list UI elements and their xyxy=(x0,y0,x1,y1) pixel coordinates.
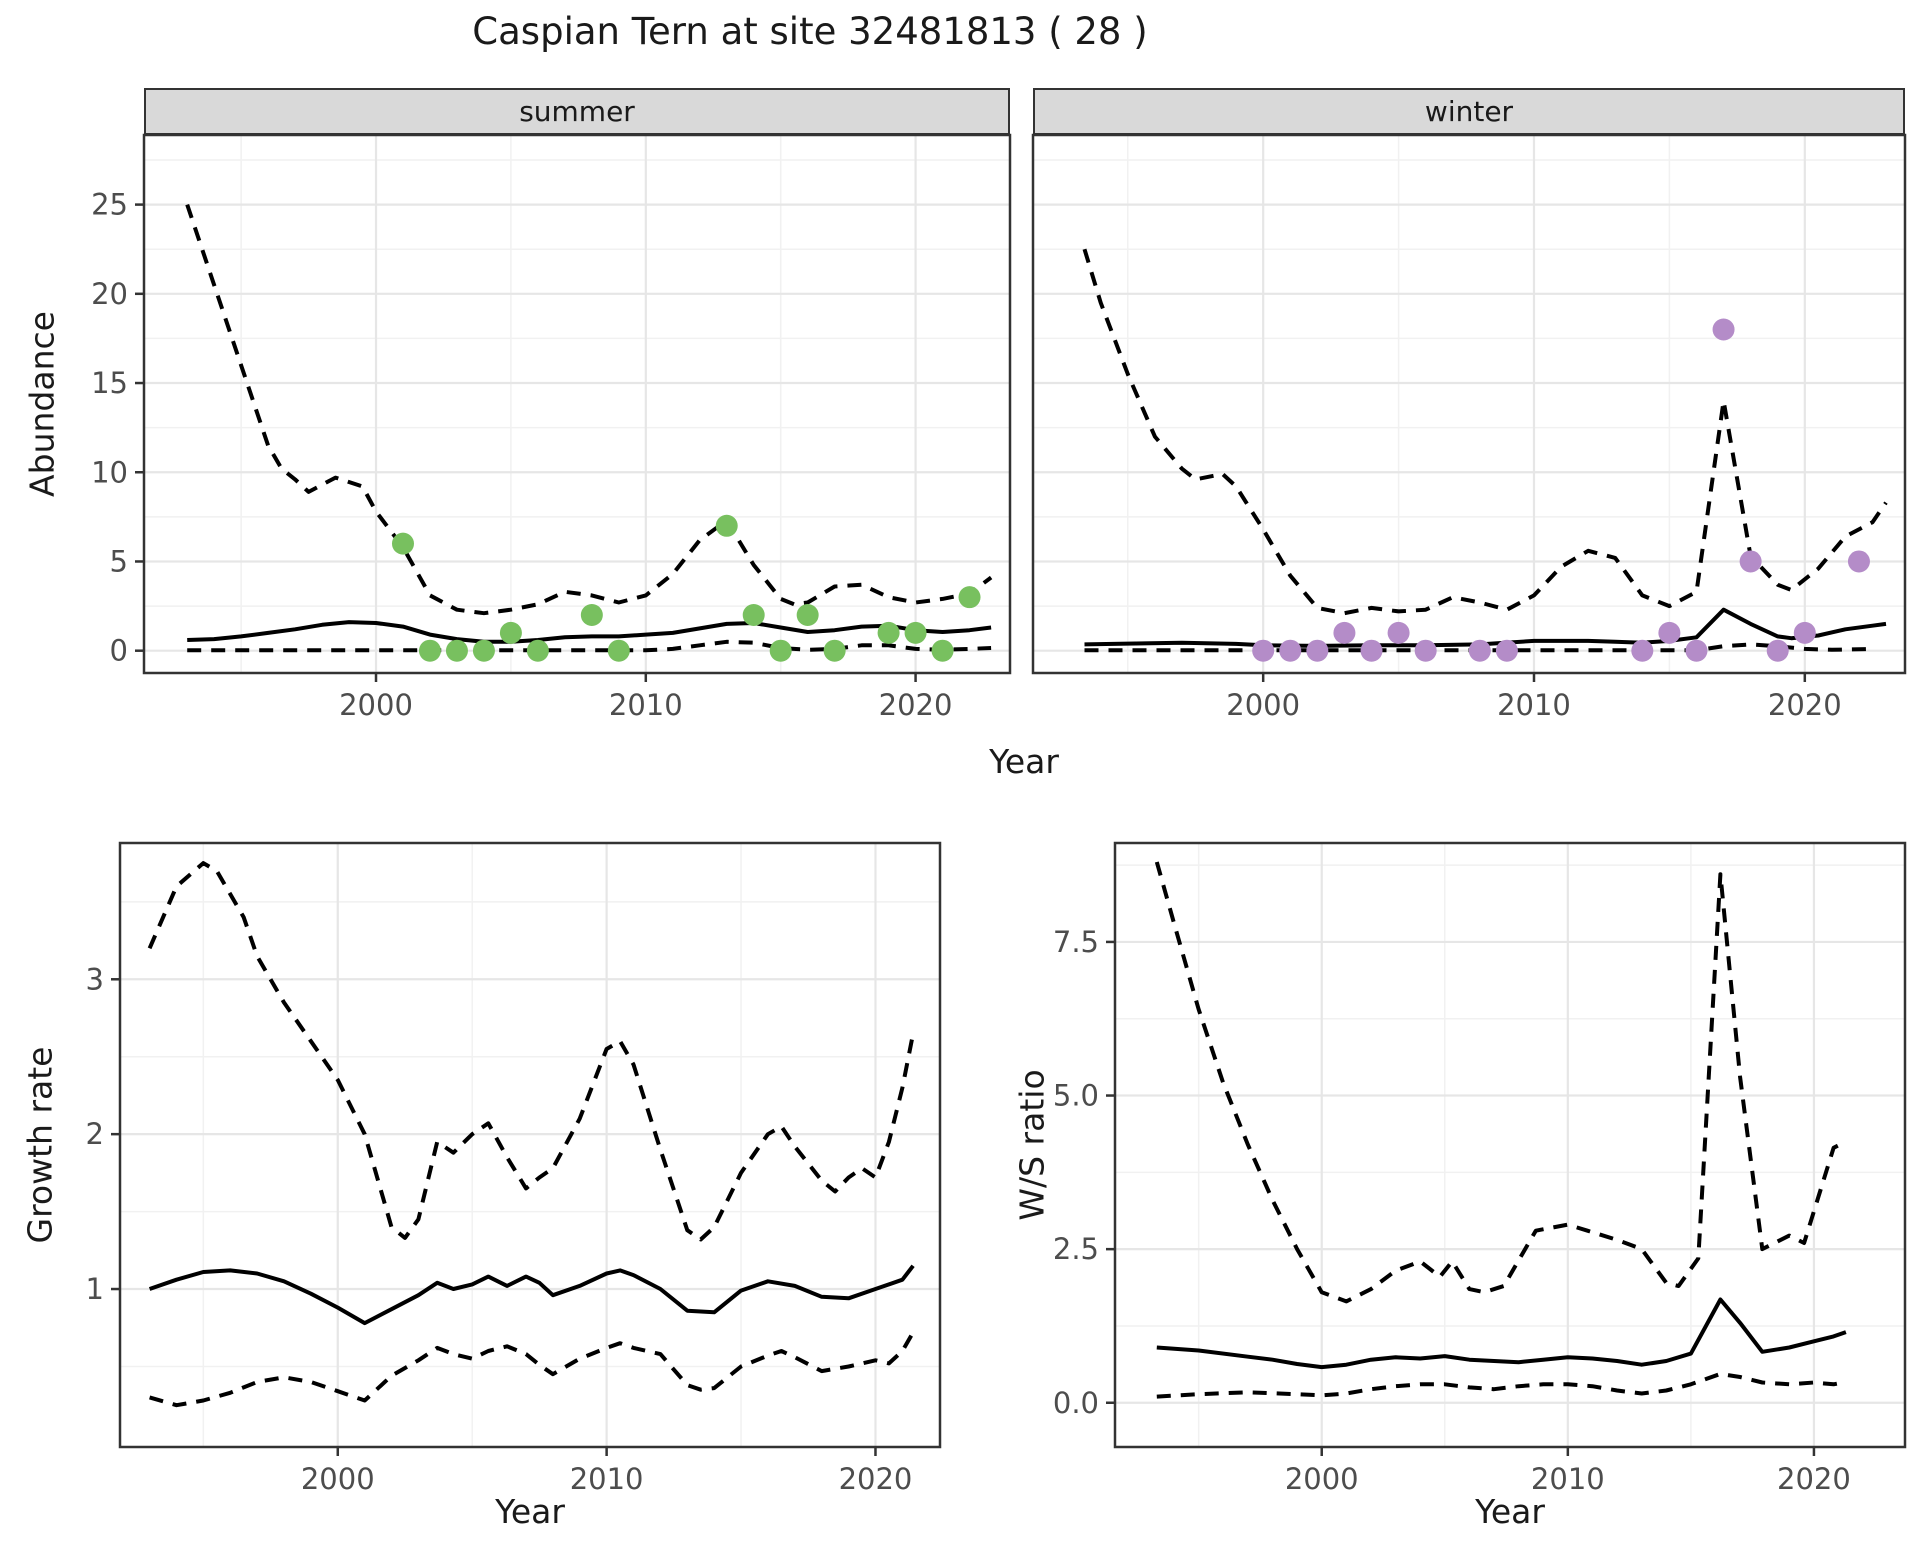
panel-border-ws_ratio xyxy=(1113,841,1907,1449)
x-tick-label: 2000 xyxy=(301,1462,375,1496)
x-tick-label: 2020 xyxy=(1768,688,1842,722)
observed-point xyxy=(1495,639,1518,662)
observed-point xyxy=(1685,639,1708,662)
chart-title: Caspian Tern at site 32481813 ( 28 ) xyxy=(472,10,1148,53)
facet-strip-summer: summer xyxy=(144,88,1010,135)
observed-point xyxy=(526,639,549,662)
observed-point xyxy=(607,639,630,662)
observed-point xyxy=(769,639,792,662)
x-axis-title-year-bottom-right: Year xyxy=(1475,1492,1545,1531)
observed-point xyxy=(931,639,954,662)
x-tick-label: 2010 xyxy=(1531,1462,1605,1496)
ci-upper-line xyxy=(1154,861,1847,1304)
observed-point xyxy=(904,621,927,644)
observed-point xyxy=(1252,639,1275,662)
x-tick-label: 2020 xyxy=(1777,1462,1851,1496)
x-tick-label: 2010 xyxy=(609,688,683,722)
y-tick-label: 2 xyxy=(86,1117,104,1151)
observed-point xyxy=(742,604,765,627)
observed-point xyxy=(823,639,846,662)
observed-point xyxy=(1414,639,1437,662)
ci-lower-line xyxy=(187,639,992,653)
observed-point xyxy=(1468,639,1491,662)
x-axis-title-year-bottom-left: Year xyxy=(495,1492,565,1531)
median-line xyxy=(148,1264,915,1326)
observed-point xyxy=(445,639,468,662)
observed-point xyxy=(1333,621,1356,644)
x-axis-title-year-top: Year xyxy=(989,742,1059,781)
y-tick-label: 10 xyxy=(91,455,128,489)
median-line xyxy=(1156,1297,1847,1370)
x-tick-label: 2020 xyxy=(839,1462,913,1496)
x-tick-label: 2020 xyxy=(879,688,953,722)
observed-point xyxy=(877,621,900,644)
y-tick-label: 5 xyxy=(110,544,128,578)
observed-point xyxy=(1631,639,1654,662)
observed-point xyxy=(1739,550,1762,573)
facet-strip-summer-label: summer xyxy=(519,95,635,128)
panel-border-abundance_winter xyxy=(1031,133,1907,675)
y-tick-label: 3 xyxy=(86,962,104,996)
ci-upper-line xyxy=(185,203,993,616)
observed-point xyxy=(1766,639,1789,662)
observed-point xyxy=(1279,639,1302,662)
observed-point xyxy=(1793,621,1816,644)
x-tick-label: 2000 xyxy=(1226,688,1300,722)
observed-point xyxy=(1360,639,1383,662)
median-line xyxy=(187,620,992,644)
x-tick-label: 2010 xyxy=(1497,688,1571,722)
y-tick-label: 7.5 xyxy=(1053,925,1099,959)
median-line xyxy=(1084,607,1887,648)
panel-border-abundance_summer xyxy=(142,133,1012,675)
ci-lower-line xyxy=(149,1331,915,1408)
y-tick-label: 25 xyxy=(91,188,128,222)
ci-lower-line xyxy=(1156,1371,1847,1399)
observed-point xyxy=(580,604,603,627)
observed-point xyxy=(1712,318,1735,341)
observed-point xyxy=(958,586,981,609)
observed-point xyxy=(715,514,738,537)
y-tick-label: 1 xyxy=(86,1272,104,1306)
y-tick-label: 2.5 xyxy=(1053,1232,1099,1266)
observed-point xyxy=(391,532,414,555)
observed-point xyxy=(499,621,522,644)
ci-upper-line xyxy=(147,861,916,1242)
y-tick-label: 15 xyxy=(91,366,128,400)
facet-strip-winter-label: winter xyxy=(1424,95,1514,128)
facet-strip-winter: winter xyxy=(1033,88,1905,135)
observed-point xyxy=(472,639,495,662)
observed-point xyxy=(1306,639,1329,662)
ci-upper-line xyxy=(1082,248,1888,616)
observed-point xyxy=(1658,621,1681,644)
y-tick-label: 0.0 xyxy=(1053,1386,1099,1420)
y-tick-label: 20 xyxy=(91,277,128,311)
x-tick-label: 2000 xyxy=(1285,1462,1359,1496)
panel-border-growth_rate xyxy=(118,841,942,1449)
observed-point xyxy=(418,639,441,662)
observed-point xyxy=(796,604,819,627)
x-tick-label: 2010 xyxy=(570,1462,644,1496)
observed-point xyxy=(1387,621,1410,644)
y-tick-label: 0 xyxy=(110,634,128,668)
y-tick-label: 5.0 xyxy=(1053,1079,1099,1113)
x-tick-label: 2000 xyxy=(339,688,413,722)
observed-point xyxy=(1847,550,1870,573)
